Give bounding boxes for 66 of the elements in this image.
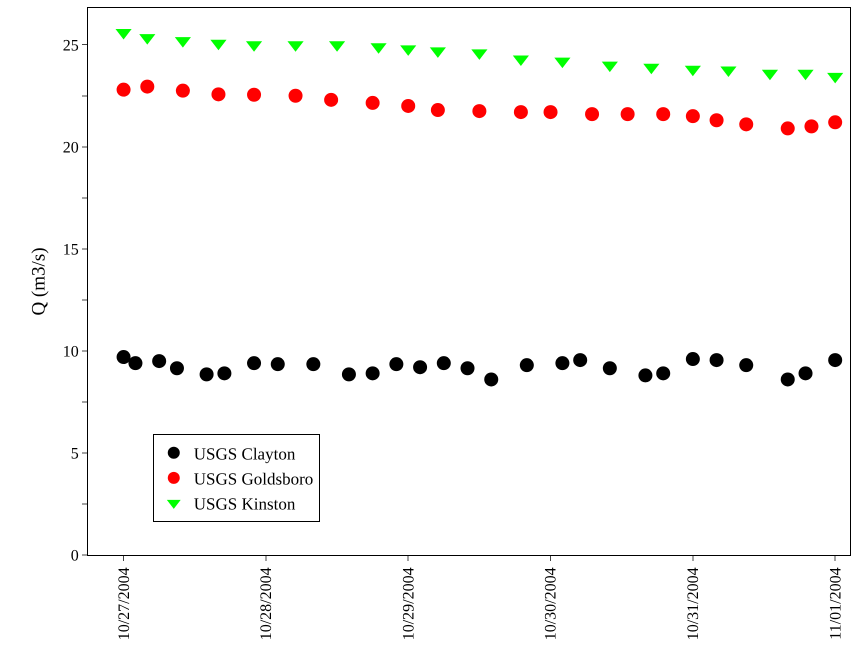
point: [585, 107, 600, 122]
point: [306, 357, 320, 372]
point: [520, 358, 534, 372]
point: [436, 356, 451, 370]
point: [780, 121, 795, 136]
point: [140, 80, 154, 94]
point: [656, 107, 670, 122]
y-tick-label: 5: [70, 446, 79, 463]
x-tick-label: 10/31/2004: [685, 567, 702, 640]
point: [366, 96, 380, 110]
point: [342, 367, 356, 382]
legend-label: USGS Kinston: [194, 494, 296, 514]
point: [620, 107, 635, 122]
y-tick-label: 10: [62, 344, 79, 360]
point: [270, 357, 285, 372]
point: [710, 113, 724, 128]
point: [217, 366, 232, 380]
point: [798, 366, 813, 380]
point: [430, 103, 445, 118]
legend-label: USGS Clayton: [194, 444, 296, 464]
point: [116, 350, 131, 364]
point: [460, 361, 475, 376]
point: [247, 356, 262, 370]
point: [366, 366, 380, 380]
point: [116, 82, 131, 97]
point: [710, 353, 724, 368]
point: [401, 98, 416, 113]
x-tick-label: 10/28/2004: [258, 567, 276, 640]
point: [656, 366, 670, 380]
point: [200, 367, 214, 382]
point: [247, 88, 262, 102]
point: [128, 356, 142, 370]
point: [555, 356, 570, 370]
point: [472, 104, 486, 118]
point: [804, 119, 818, 134]
point: [602, 361, 617, 376]
point: [152, 354, 166, 368]
y-axis-title: Q (m3/s): [28, 247, 50, 316]
y-tick-label: 15: [62, 241, 79, 258]
point: [544, 105, 558, 120]
point: [739, 358, 754, 372]
x-tick-label: 11/01/2004: [827, 567, 844, 640]
y-tick-label: 20: [62, 139, 79, 156]
point: [324, 92, 338, 107]
point: [828, 115, 842, 130]
x-tick-label: 10/29/2004: [400, 567, 418, 640]
y-tick-label: 25: [62, 37, 79, 54]
point: [638, 368, 652, 382]
point: [211, 87, 226, 102]
point: [389, 357, 404, 372]
point: [573, 353, 588, 368]
legend-label: USGS Goldsboro: [194, 469, 314, 488]
y-tick-label: 0: [70, 548, 79, 565]
point: [484, 372, 498, 386]
x-tick-label: 10/30/2004: [542, 567, 560, 640]
point: [686, 109, 700, 124]
point: [288, 88, 303, 103]
point: [176, 84, 190, 98]
x-tick-label: 10/27/2004: [116, 567, 133, 640]
point: [413, 360, 428, 374]
point: [170, 361, 184, 376]
point: [514, 105, 528, 120]
point: [686, 352, 700, 366]
point: [828, 353, 842, 368]
point: [780, 372, 795, 386]
point: [739, 117, 754, 132]
